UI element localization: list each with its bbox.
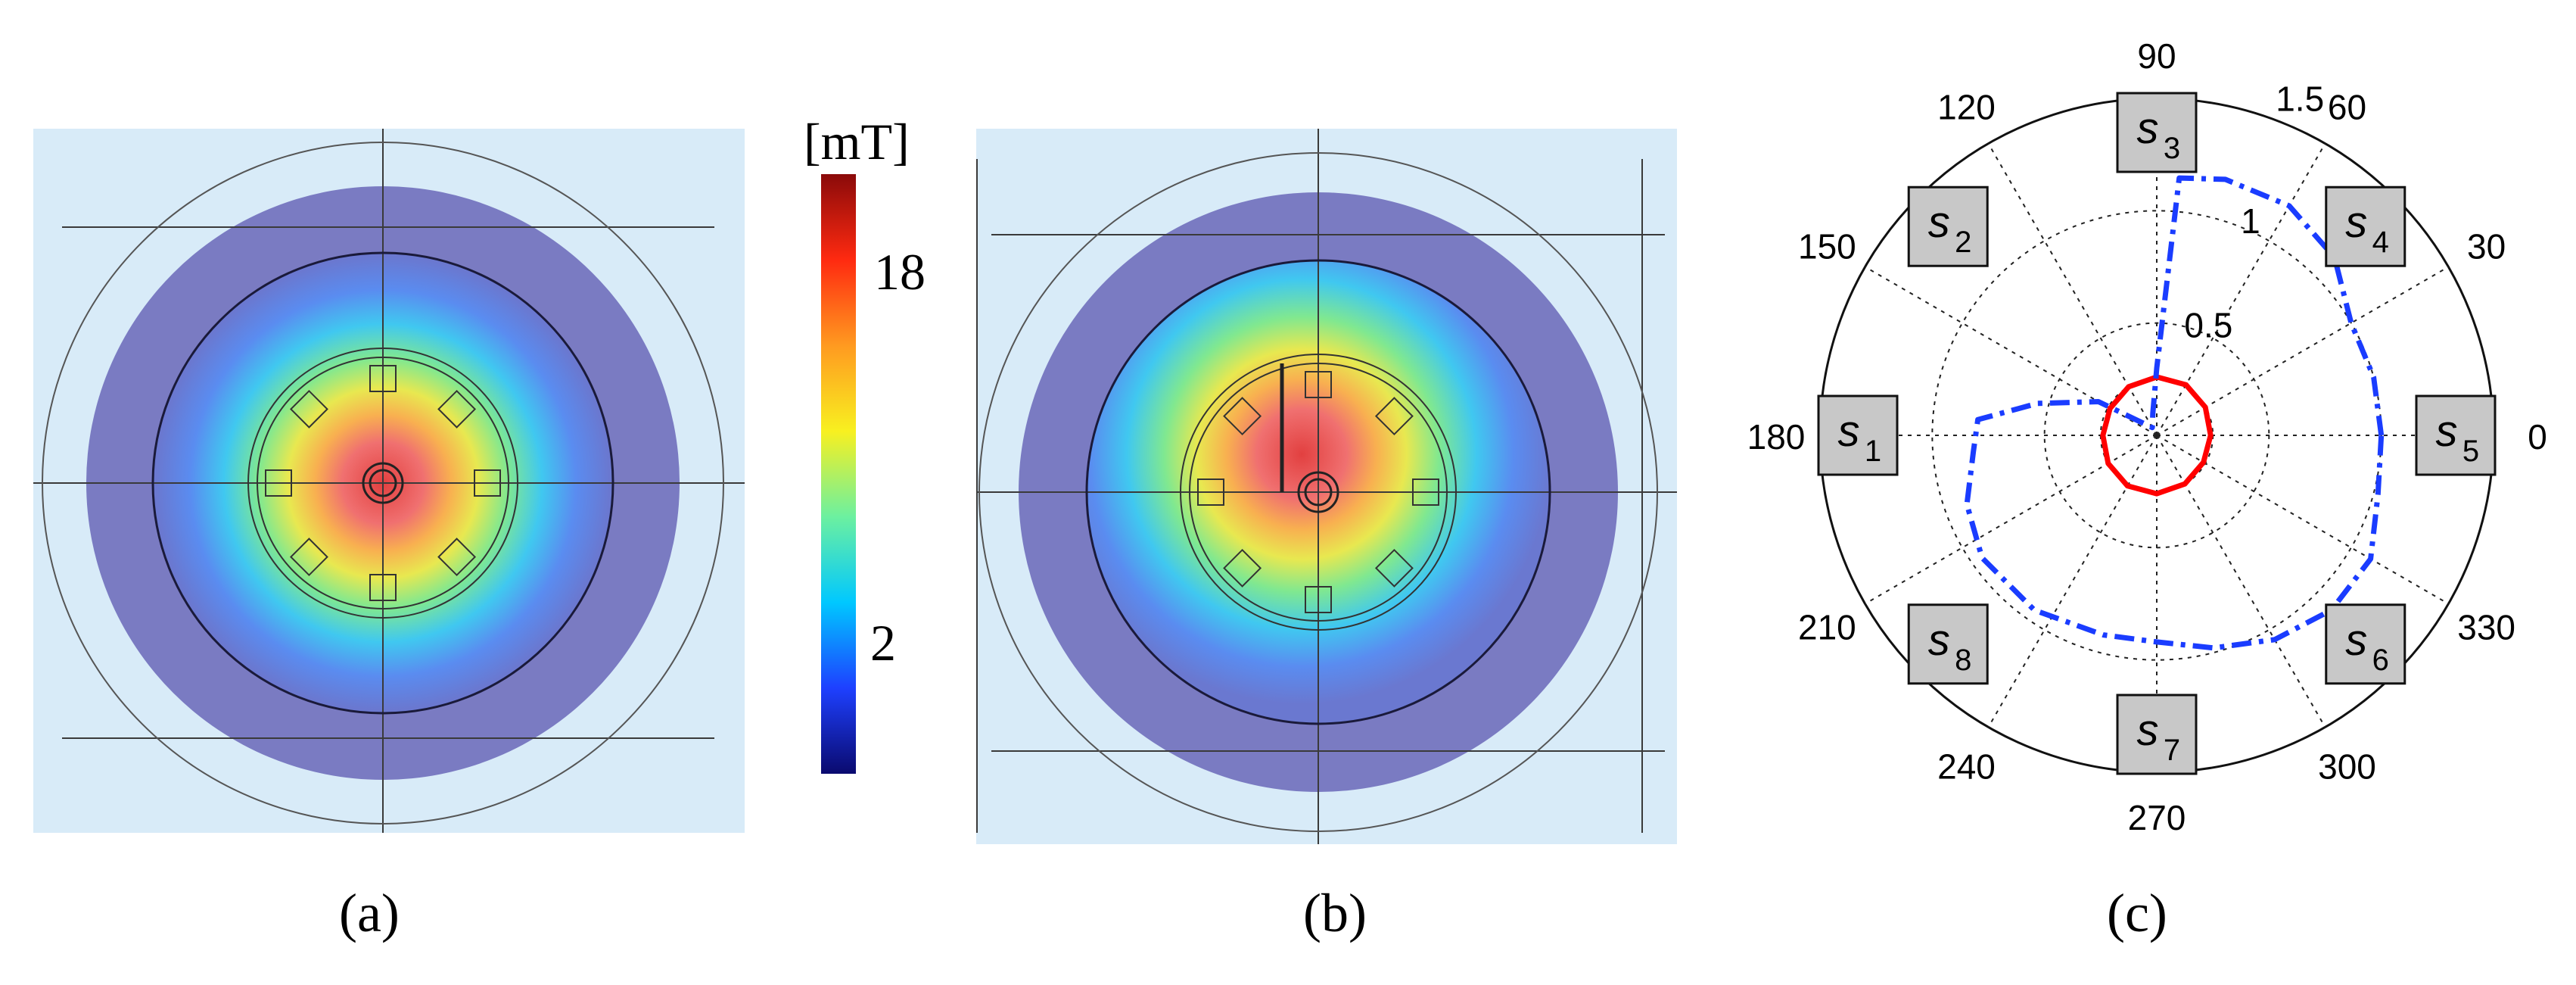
sensor-square: [1305, 586, 1332, 613]
sensor-box: [1907, 603, 1989, 685]
sensor-label: s: [2345, 616, 2367, 665]
sensor-square: [437, 389, 477, 429]
sensor-label: s: [2137, 104, 2159, 153]
angle-tick-label: 90: [2137, 36, 2176, 76]
shaft: [1297, 471, 1339, 513]
shaft-core: [369, 469, 397, 497]
sensor-square: [437, 538, 477, 577]
sensor-square: [289, 538, 328, 577]
shaft: [362, 462, 404, 504]
angle-spoke: [2156, 435, 2449, 605]
panel-b: [976, 129, 1677, 844]
angle-tick-label: 180: [1747, 417, 1806, 457]
colorbar-gradient: [821, 174, 856, 774]
angle-spoke: [1987, 143, 2158, 436]
sensor-box: [2325, 603, 2406, 685]
sensor-square: [369, 574, 397, 601]
sensor-square: [1374, 397, 1414, 436]
sensor-label: s: [2345, 198, 2367, 247]
sensor-square: [1412, 478, 1439, 506]
field-map-b: [976, 129, 1677, 844]
field-map-a: [33, 129, 745, 833]
sensor-box: [2116, 92, 2198, 173]
sensor-subscript: 7: [2164, 734, 2180, 767]
sensor-square: [1223, 548, 1262, 588]
sensor-label: s: [1838, 407, 1860, 456]
angle-tick-label: 300: [2318, 747, 2376, 787]
sensor-subscript: 4: [2372, 226, 2389, 259]
sensor-square: [289, 389, 328, 429]
sensor-box: [2116, 694, 2198, 775]
colorbar-tick-2: 2: [870, 614, 896, 672]
series-dashdot-line: [1964, 175, 2385, 651]
angle-spoke: [2156, 435, 2326, 728]
sensor-square: [1197, 478, 1224, 506]
radial-tick-label: 1: [2241, 201, 2260, 241]
stator-ring: [1189, 363, 1448, 622]
sensor-label: s: [2137, 706, 2159, 755]
angle-spoke: [1865, 435, 2158, 605]
sensor-subscript: 3: [2164, 132, 2180, 165]
angle-tick-label: 210: [1798, 608, 1856, 647]
sensor-square: [1223, 397, 1262, 436]
angle-tick-label: 0: [2528, 417, 2547, 457]
outer-boundary: [978, 152, 1658, 832]
sensor-square: [265, 469, 292, 497]
stator-ring: [247, 348, 518, 619]
angle-spoke: [2156, 266, 2449, 436]
caption-b: (b): [1303, 883, 1367, 943]
sensor-subscript: 5: [2462, 435, 2479, 468]
stator-ring: [257, 357, 509, 609]
sensor-label: s: [2436, 407, 2458, 456]
inner-boundary: [1085, 259, 1551, 725]
colorbar-unit: [mT]: [804, 113, 910, 170]
angle-spoke: [1987, 435, 2158, 728]
sensor-box: [1817, 394, 1899, 476]
outer-boundary: [42, 142, 724, 824]
angle-tick-label: 270: [2128, 798, 2186, 837]
sensor-subscript: 8: [1955, 644, 1971, 677]
panel-c: 0 30 60 90 120 150 180 210 240 270 300 330 0.5 1 1.5 s 1…: [1733, 23, 2576, 856]
angle-tick-label: 330: [2457, 608, 2515, 647]
sensor-square: [369, 365, 397, 392]
stator-ring: [1180, 354, 1457, 631]
sensor-box: [2325, 185, 2406, 267]
caption-a: (a): [339, 883, 400, 943]
sensor-box: [2415, 394, 2497, 476]
caption-c: (c): [2107, 883, 2167, 943]
colorbar-tick-18: 18: [874, 243, 926, 301]
inner-boundary: [151, 251, 614, 715]
angle-tick-label: 240: [1937, 747, 1996, 787]
sensor-subscript: 1: [1865, 435, 1881, 468]
angle-tick-label: 120: [1937, 87, 1996, 126]
angle-tick-label: 150: [1798, 227, 1856, 267]
shaft-core: [1304, 478, 1333, 507]
colorbar: [821, 174, 856, 774]
sensor-square: [1305, 371, 1332, 398]
series-solid-line: [2100, 374, 2214, 497]
radial-tick-label: 1.5: [2276, 79, 2324, 118]
sensor-label: s: [1928, 616, 1950, 665]
sensor-box: [1907, 185, 1989, 267]
sensor-square: [474, 469, 501, 497]
sensor-label: s: [1928, 198, 1950, 247]
angle-tick-label: 30: [2467, 227, 2506, 267]
radial-tick-label: 0.5: [2184, 306, 2232, 345]
panel-a: [33, 129, 745, 833]
sensor-subscript: 2: [1955, 226, 1971, 259]
sensor-subscript: 6: [2372, 644, 2389, 677]
angle-spoke: [1865, 266, 2158, 436]
sensor-square: [1374, 548, 1414, 588]
angle-tick-label: 60: [2328, 87, 2366, 126]
